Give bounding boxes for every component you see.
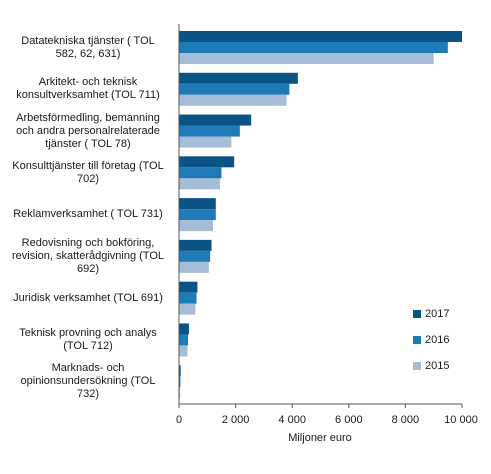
bar-2015-cat-7 (179, 345, 188, 357)
bar-2016-cat-1 (179, 83, 290, 95)
category-label: Datatekniska tjänster ( TOL 582, 62, 631) (2, 35, 174, 61)
bar-2017-cat-5 (179, 239, 212, 251)
category-label-line: 692) (76, 262, 100, 275)
legend-item-2017: 2017 (413, 308, 449, 320)
category-label-line: opinionsundersökning (TOL (20, 375, 156, 388)
bar-2017-cat-4 (179, 198, 216, 210)
category-label-line: Reklamverksamhet ( TOL 731) (13, 208, 163, 221)
bar-2017-cat-8 (179, 365, 181, 377)
bar-2016-cat-2 (179, 125, 240, 137)
x-tick-label: 6 000 (335, 414, 363, 426)
bar-2015-cat-0 (179, 53, 434, 64)
x-axis-title: Miljoner euro (288, 432, 352, 444)
legend-label: 2015 (425, 360, 450, 372)
bar-2016-cat-7 (179, 334, 189, 346)
x-tick-label: 4 000 (278, 414, 306, 426)
category-label-line: Marknads- och (51, 362, 125, 375)
bar-2015-cat-4 (179, 220, 213, 232)
legend-label: 2017 (425, 308, 450, 320)
bar-2015-cat-6 (179, 303, 196, 315)
category-label-line: tjänster ( TOL 78) (45, 137, 131, 150)
x-tick-label: 8 000 (392, 414, 420, 426)
bar-2017-cat-1 (179, 72, 298, 84)
bar-2017-cat-6 (179, 281, 198, 293)
bar-2017-cat-7 (179, 323, 189, 335)
category-label: Arbetsförmedling, bemanning och andra per… (2, 112, 174, 151)
category-label-line: Redovisning och bokföring, (21, 236, 155, 249)
category-label-line: (TOL 712) (63, 339, 113, 352)
legend-swatch (413, 362, 421, 371)
bar-2015-cat-8 (179, 387, 181, 399)
category-label: Redovisning och bokföring, revision, skat… (2, 237, 174, 276)
category-label-line: Konsulttjänster till företag (TOL (12, 159, 164, 172)
category-label-line: 582, 62, 631) (55, 47, 121, 60)
bar-2017-cat-2 (179, 114, 252, 126)
bar-2016-cat-8 (179, 376, 181, 388)
bar-2015-cat-3 (179, 178, 221, 190)
bar-2017-cat-0 (179, 31, 462, 42)
category-label: Arkitekt- och teknisk konsultverksamhet (… (2, 76, 174, 102)
category-label-line: revision, skatterådgivning (TOL (11, 249, 165, 262)
category-label-line: och andra personalrelaterade (16, 124, 160, 137)
category-label-line: Arbetsförmedling, bemanning (16, 111, 160, 124)
x-tick-label: 2 000 (222, 414, 250, 426)
bar-2016-cat-6 (179, 292, 197, 304)
bar-2015-cat-5 (179, 261, 209, 273)
x-tick-label: 10 000 (444, 414, 478, 426)
bar-2017-cat-3 (179, 156, 235, 168)
category-label: Juridisk verksamhet (TOL 691) (2, 292, 174, 305)
legend-swatch (413, 310, 421, 319)
bar-2016-cat-3 (179, 167, 222, 179)
bar-2016-cat-5 (179, 250, 211, 262)
category-label-line: Arkitekt- och teknisk (38, 76, 138, 89)
category-label-line: Datatekniska tjänster ( TOL (21, 34, 155, 47)
x-ticks-group: 0 2 000 4 000 6 000 8 000 10 000 (176, 404, 478, 426)
legend-item-2015: 2015 (413, 360, 449, 372)
category-label: Konsulttjänster till företag (TOL 702) (2, 160, 174, 186)
bars-group (179, 31, 462, 399)
category-label: Teknisk provning och analys (TOL 712) (2, 327, 174, 353)
legend-label: 2016 (425, 334, 450, 346)
legend-item-2016: 2016 (413, 334, 449, 346)
category-label-line: konsultverksamhet (TOL 711) (16, 89, 160, 102)
category-label: Marknads- och opinionsundersökning (TOL 73… (2, 362, 174, 401)
legend-swatch (413, 336, 421, 345)
bar-2015-cat-2 (179, 136, 232, 148)
bar-2016-cat-4 (179, 209, 216, 221)
category-label-line: 702) (76, 172, 100, 185)
category-label-line: 732) (76, 388, 100, 401)
category-label-line: Juridisk verksamhet (TOL 691) (13, 291, 163, 304)
category-label: Reklamverksamhet ( TOL 731) (2, 208, 174, 221)
bar-2016-cat-0 (179, 42, 448, 53)
bar-2015-cat-1 (179, 94, 287, 106)
x-tick-label: 0 (176, 414, 182, 426)
category-label-line: Teknisk provning och analys (19, 326, 157, 339)
